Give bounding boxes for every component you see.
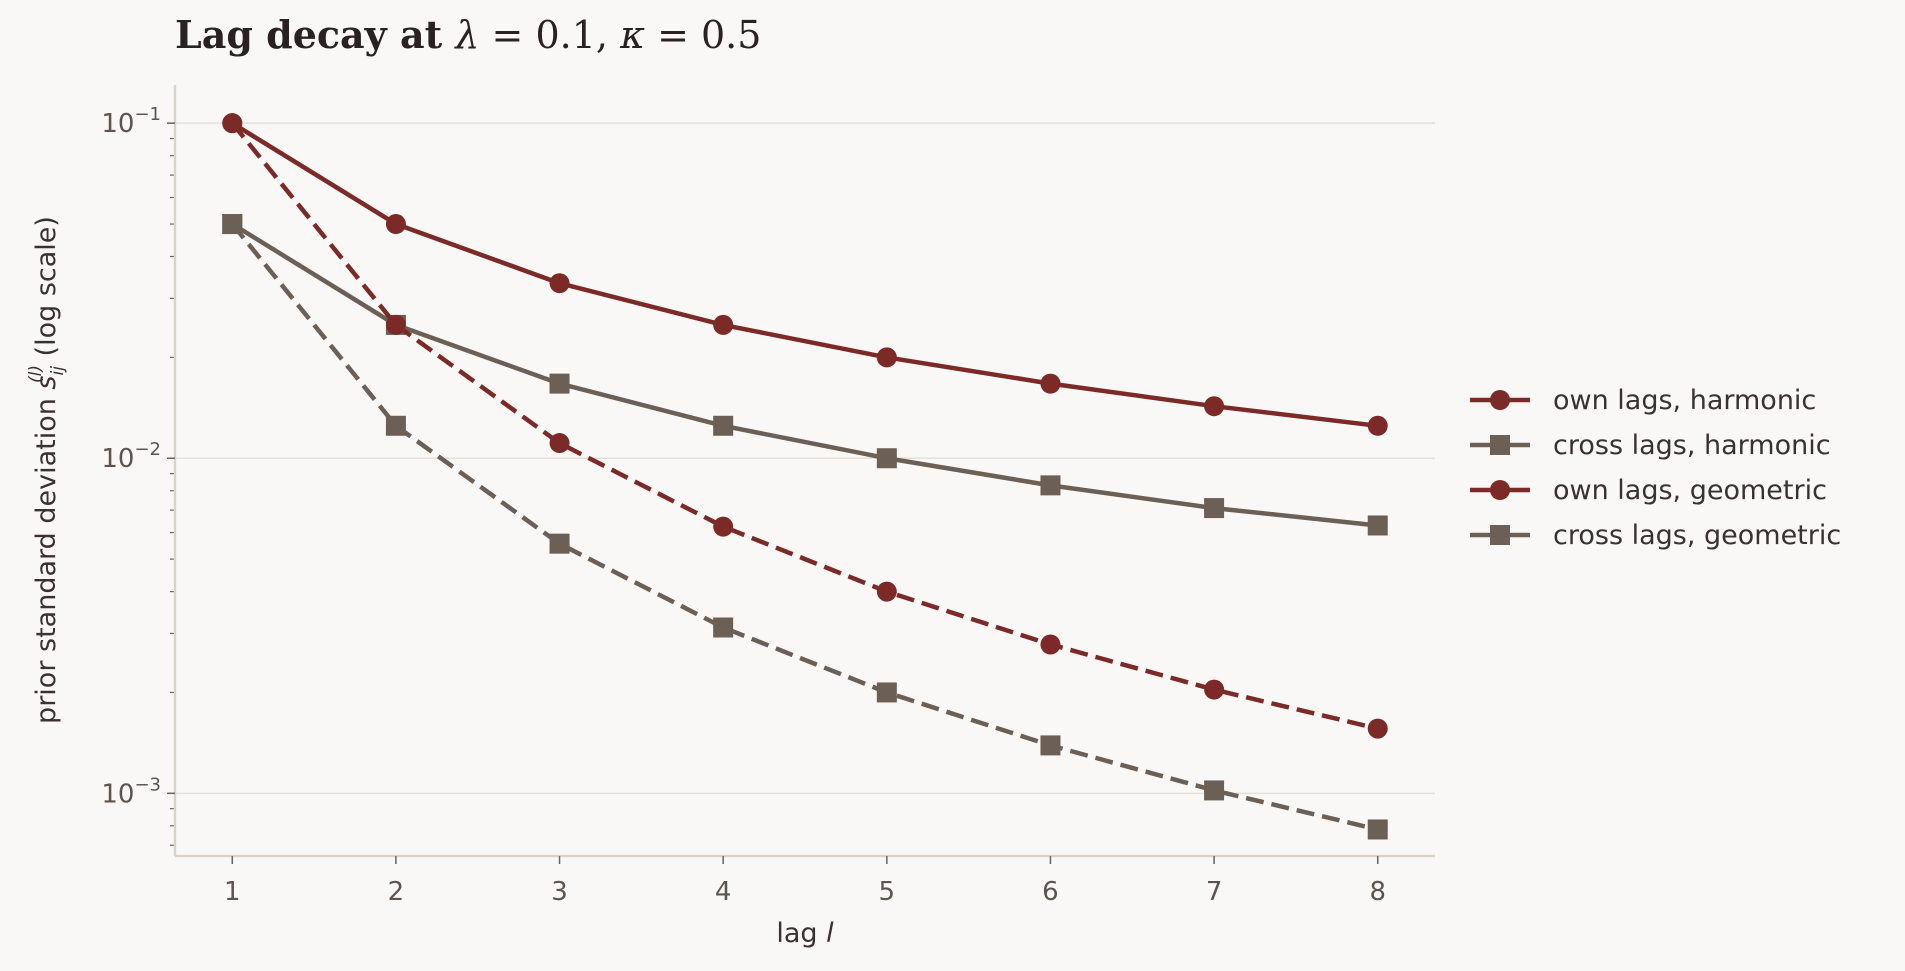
data-point (1367, 415, 1388, 436)
y-axis-label: prior standard deviation sij(l) (log sca… (26, 216, 68, 724)
legend-marker (1490, 390, 1510, 410)
data-point (1040, 634, 1061, 655)
legend: own lags, harmonic cross lags, harmonic ow… (1470, 385, 1841, 551)
data-point (1040, 735, 1061, 756)
x-tick-label: 8 (1369, 877, 1386, 907)
x-tick-label: 1 (224, 877, 241, 907)
data-point (222, 113, 243, 134)
legend-label: cross lags, geometric (1553, 520, 1841, 551)
data-point (1040, 475, 1061, 496)
data-point (713, 617, 734, 638)
x-tick-label: 7 (1206, 877, 1223, 907)
series-line (231, 121, 1378, 429)
legend-item: cross lags, geometric (1470, 520, 1841, 551)
y-tick-labels: 10−1 10−2 10−3 (101, 104, 175, 809)
legend-item: own lags, geometric (1470, 475, 1827, 506)
series-group (222, 113, 1388, 840)
data-point (876, 347, 897, 368)
data-point (876, 448, 897, 469)
series-own-lags-geometric (222, 113, 1388, 739)
legend-label: own lags, harmonic (1553, 385, 1816, 416)
legend-item: cross lags, harmonic (1470, 430, 1831, 461)
series-cross-lags-harmonic (222, 214, 1388, 536)
legend-label: cross lags, harmonic (1553, 430, 1831, 461)
data-point (713, 415, 734, 436)
data-point (876, 581, 897, 602)
y-tick-label: 10−2 (101, 439, 161, 474)
data-point (1204, 679, 1225, 700)
series-line (230, 121, 1379, 731)
chart-title: Lag decay at λ = 0.1, κ = 0.5 (175, 12, 761, 57)
legend-marker (1490, 480, 1510, 500)
series-own-lags-harmonic (222, 113, 1388, 436)
x-tick-label: 3 (551, 877, 568, 907)
data-point (549, 433, 570, 454)
data-point (549, 533, 570, 554)
legend-label: own lags, geometric (1553, 475, 1827, 506)
data-point (1204, 498, 1225, 519)
x-tick-label: 2 (388, 877, 405, 907)
x-tick-labels: 1 2 3 4 5 6 7 8 (224, 856, 1386, 907)
data-point (385, 214, 406, 235)
x-axis-label: lag l (776, 918, 834, 949)
data-point (549, 373, 570, 394)
data-point (1204, 396, 1225, 417)
data-point (713, 516, 734, 537)
data-point (222, 214, 243, 235)
data-point (876, 682, 897, 703)
data-point (1367, 819, 1388, 840)
data-point (713, 314, 734, 335)
data-point (385, 415, 406, 436)
series-line (231, 222, 1378, 528)
data-point (1367, 515, 1388, 536)
y-tick-label: 10−1 (101, 104, 161, 139)
grid-lines (175, 122, 1435, 795)
legend-item: own lags, harmonic (1470, 385, 1816, 416)
x-tick-label: 5 (879, 877, 896, 907)
series-cross-lags-geometric (222, 214, 1388, 840)
legend-marker (1490, 435, 1510, 455)
data-point (549, 273, 570, 294)
data-point (1367, 718, 1388, 739)
x-tick-label: 4 (715, 877, 732, 907)
y-tick-label: 10−3 (101, 774, 161, 809)
data-point (385, 314, 406, 335)
x-tick-label: 6 (1042, 877, 1059, 907)
legend-marker (1490, 525, 1510, 545)
series-line (230, 222, 1379, 832)
data-point (1040, 373, 1061, 394)
data-point (1204, 780, 1225, 801)
